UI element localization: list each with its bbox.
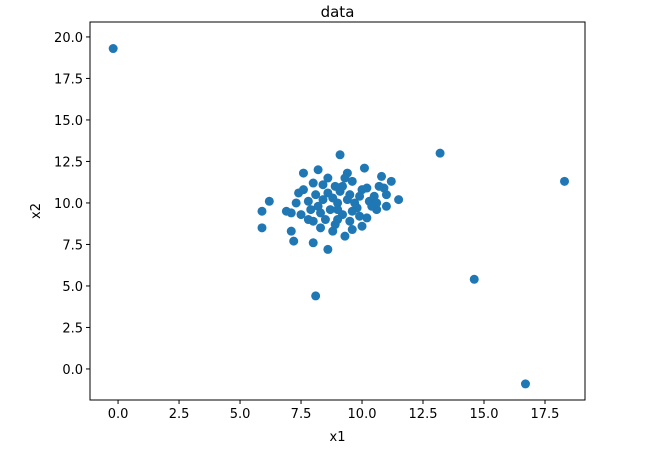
scatter-point <box>340 231 350 241</box>
x-tick-label: 7.5 <box>291 407 312 422</box>
scatter-point <box>303 215 313 225</box>
scatter-point <box>347 206 357 216</box>
scatter-point <box>306 205 316 215</box>
scatter-point <box>394 195 404 205</box>
scatter-point <box>333 205 343 215</box>
y-tick-label: 0.0 <box>62 363 83 378</box>
x-tick-label: 2.5 <box>169 407 190 422</box>
scatter-point <box>359 163 369 173</box>
scatter-point <box>303 196 313 206</box>
scatter-point <box>281 206 291 216</box>
scatter-point <box>338 181 348 191</box>
scatter-point <box>325 205 335 215</box>
scatter-point <box>313 165 323 175</box>
y-tick-label: 12.5 <box>54 155 83 170</box>
scatter-point <box>257 206 267 216</box>
scatter-point <box>469 274 479 284</box>
scatter-point <box>520 379 530 389</box>
x-tick-label: 5.0 <box>230 407 251 422</box>
scatter-point <box>362 183 372 193</box>
scatter-point <box>311 291 321 301</box>
scatter-point <box>298 185 308 195</box>
scatter-point <box>340 173 350 183</box>
scatter-point <box>323 173 333 183</box>
scatter-point <box>311 190 321 200</box>
scatter-point <box>316 208 326 218</box>
scatter-point <box>330 220 340 230</box>
y-tick-label: 17.5 <box>54 72 83 87</box>
scatter-point <box>108 44 118 54</box>
scatter-point <box>298 168 308 178</box>
scatter-point <box>435 148 445 158</box>
scatter-point <box>335 150 345 160</box>
scatter-point <box>362 213 372 223</box>
x-tick-label: 15.0 <box>470 407 499 422</box>
scatter-point <box>308 238 318 248</box>
scatter-point <box>357 221 367 231</box>
y-tick-label: 5.0 <box>62 280 83 295</box>
x-tick-label: 12.5 <box>409 407 438 422</box>
scatter-point <box>308 178 318 188</box>
scatter-point <box>560 176 570 186</box>
scatter-point <box>381 201 391 211</box>
y-tick-label: 2.5 <box>62 321 83 336</box>
scatter-point <box>328 193 338 203</box>
y-tick-label: 20.0 <box>54 31 83 46</box>
y-axis-label: x2 <box>29 203 44 219</box>
scatter-point <box>257 223 267 233</box>
scatter-point <box>355 211 365 221</box>
scatter-point <box>264 196 274 206</box>
scatter-point <box>350 198 360 208</box>
scatter-point <box>323 244 333 254</box>
scatter-point <box>318 195 328 205</box>
y-tick-label: 15.0 <box>54 114 83 129</box>
scatter-point <box>347 176 357 186</box>
scatter-point <box>320 215 330 225</box>
scatter-point <box>318 180 328 190</box>
y-tick-label: 7.5 <box>62 238 83 253</box>
x-tick-label: 10.0 <box>348 407 377 422</box>
plot-frame <box>89 21 586 401</box>
y-tick-label: 10.0 <box>54 197 83 212</box>
scatter-point <box>316 223 326 233</box>
scatter-point <box>386 176 396 186</box>
scatter-point <box>289 236 299 246</box>
x-axis-label: x1 <box>330 430 346 445</box>
scatter-point <box>372 198 382 208</box>
x-tick-label: 17.5 <box>531 407 560 422</box>
scatter-point <box>347 225 357 235</box>
scatter-point <box>374 181 384 191</box>
scatter-point <box>291 198 301 208</box>
x-tick-label: 0.0 <box>108 407 129 422</box>
scatter-point <box>286 226 296 236</box>
scatter-point <box>377 171 387 181</box>
scatter-point <box>296 210 306 220</box>
scatter-point <box>355 191 365 201</box>
chart-title: data <box>321 3 355 21</box>
scatter-point <box>342 195 352 205</box>
scatter-point <box>345 216 355 226</box>
scatter-point <box>381 190 391 200</box>
